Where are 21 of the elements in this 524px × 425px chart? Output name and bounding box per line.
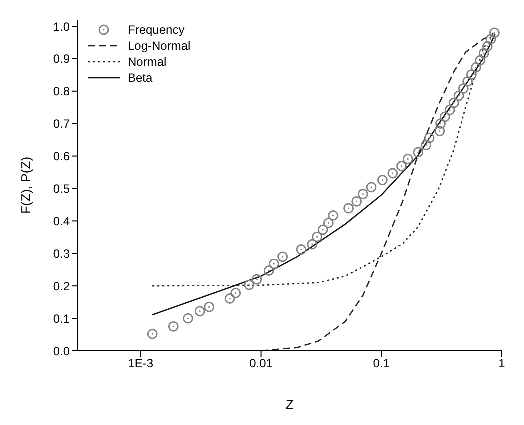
- y-tick-label: 0.8: [53, 84, 70, 99]
- y-axis-title: F(Z), P(Z): [18, 156, 34, 214]
- y-tick-label: 0.0: [53, 344, 70, 358]
- y-tick-label: 0.9: [53, 52, 70, 66]
- legend-label: Normal: [128, 54, 167, 70]
- y-tick-label: 0.1: [53, 312, 70, 326]
- legend-label: Log-Normal: [128, 38, 191, 54]
- y-tick-label: 0.3: [53, 246, 70, 261]
- y-tick-label: 0.6: [53, 150, 70, 164]
- legend-label: Beta: [128, 70, 153, 86]
- legend-label: Frequency: [128, 22, 185, 38]
- x-tick-label: 1E-3: [128, 356, 154, 371]
- x-tick-label: 1: [498, 356, 506, 371]
- y-tick-label: 1.0: [53, 20, 70, 34]
- y-tick-label: 0.4: [53, 214, 70, 228]
- x-tick-label: 0.01: [250, 356, 274, 371]
- y-tick-label: 0.2: [53, 279, 70, 294]
- x-tick-label: 0.1: [373, 356, 390, 371]
- y-tick-label: 0.7: [53, 117, 70, 132]
- y-tick-label: 0.5: [53, 182, 70, 196]
- x-axis-title: Z: [286, 397, 294, 412]
